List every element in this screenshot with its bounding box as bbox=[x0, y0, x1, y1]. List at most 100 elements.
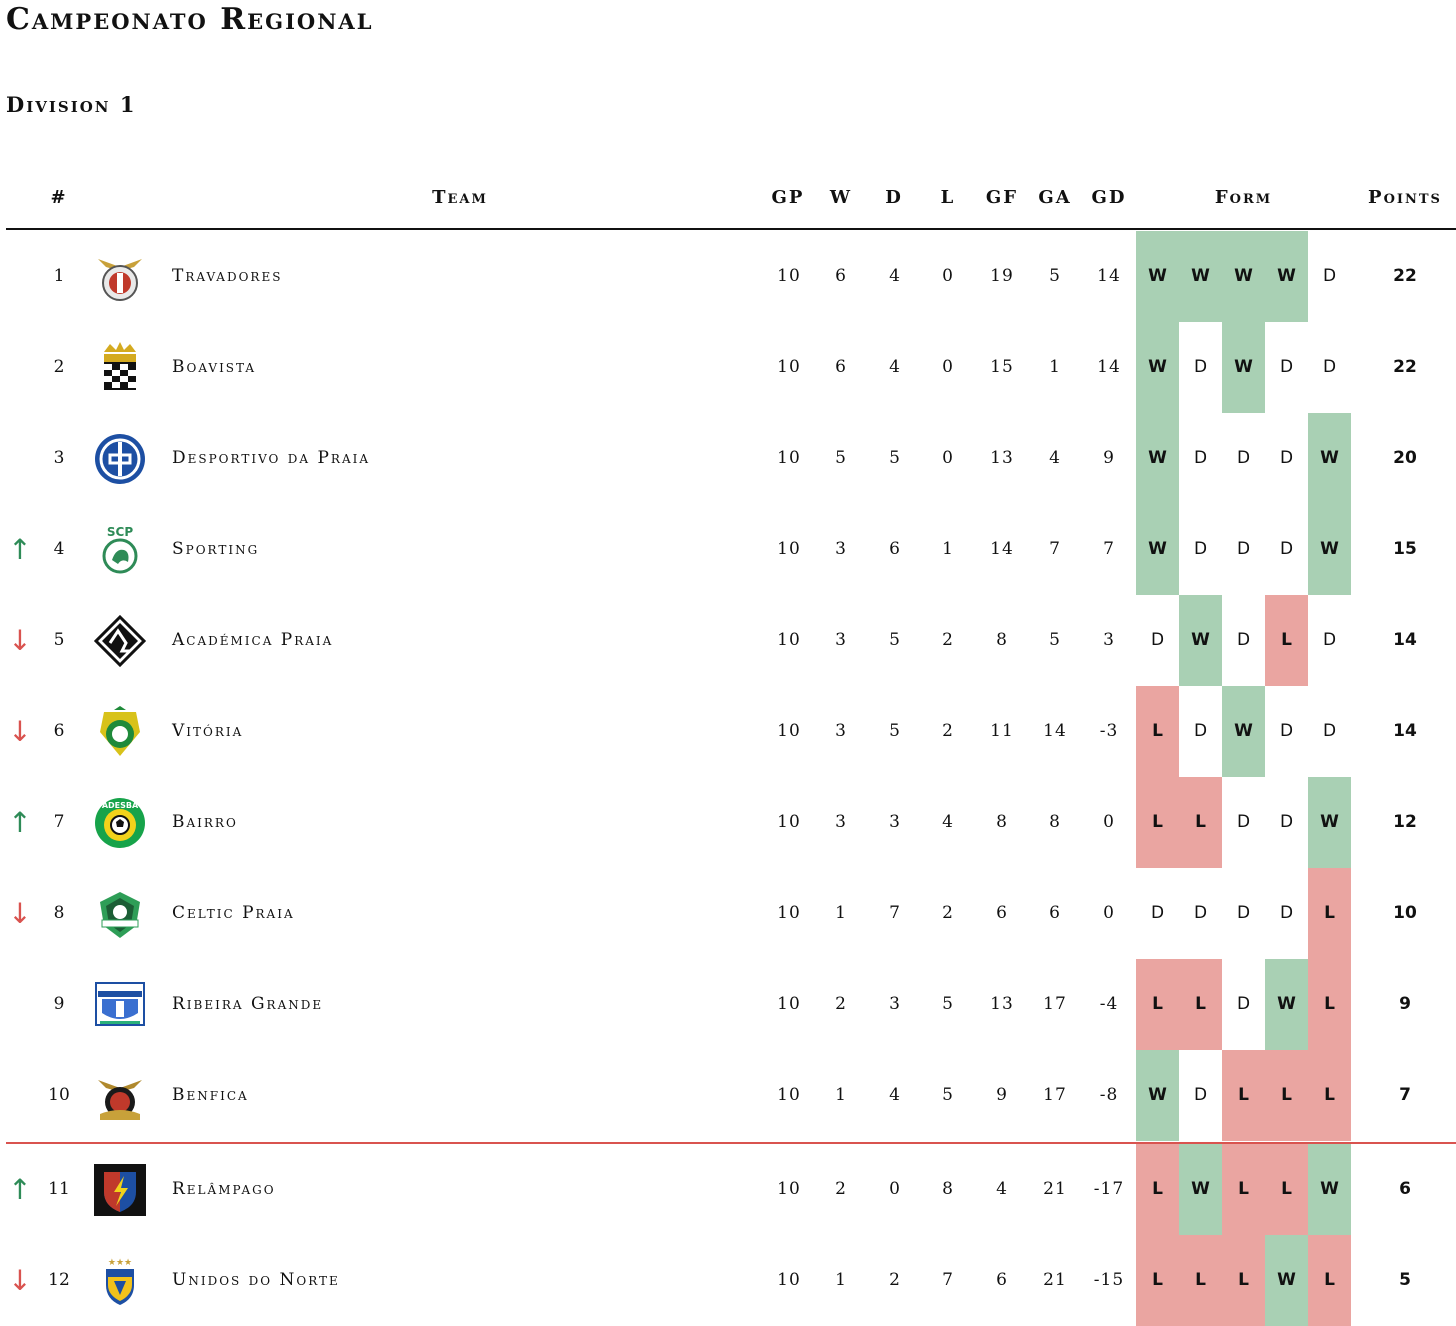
d-cell: 3 bbox=[889, 812, 901, 832]
team-name: Boavista bbox=[172, 357, 257, 377]
form-result-win: W bbox=[1308, 504, 1351, 595]
checkered-crown-crest-icon bbox=[94, 342, 146, 394]
gp-cell: 10 bbox=[777, 721, 801, 741]
rank-cell: 8 bbox=[53, 903, 65, 923]
w-cell: 3 bbox=[835, 630, 847, 650]
stars-shield-crest-icon bbox=[94, 1255, 146, 1307]
table-row: ↓ 8 Celtic Praia 10 1 7 2 6 6 0 D D D D L 10 bbox=[0, 868, 1456, 959]
points-cell: 14 bbox=[1393, 721, 1417, 741]
form-result-win: W bbox=[1222, 686, 1265, 777]
gp-cell: 10 bbox=[777, 357, 801, 377]
table-row: 3 Desportivo da Praia 10 5 5 0 13 4 9 W D D D W 20 bbox=[0, 413, 1456, 504]
w-cell: 5 bbox=[835, 448, 847, 468]
d-cell: 5 bbox=[889, 448, 901, 468]
gd-cell: -8 bbox=[1099, 1085, 1119, 1105]
l-cell: 5 bbox=[942, 1085, 954, 1105]
points-cell: 20 bbox=[1393, 448, 1417, 468]
trend-down-icon: ↓ bbox=[8, 897, 32, 930]
gp-cell: 10 bbox=[777, 448, 801, 468]
gp-cell: 10 bbox=[777, 994, 801, 1014]
form-result-loss: L bbox=[1265, 595, 1308, 686]
form-result-loss: L bbox=[1179, 959, 1222, 1050]
form-result-win: W bbox=[1265, 959, 1308, 1050]
eagle-red-crest-icon bbox=[94, 1070, 146, 1122]
blue-circle-crest-icon bbox=[94, 433, 146, 485]
col-header-l: L bbox=[940, 187, 956, 208]
form-result-win: W bbox=[1136, 504, 1179, 595]
points-cell: 9 bbox=[1399, 994, 1411, 1014]
w-cell: 1 bbox=[835, 1270, 847, 1290]
table-row: ↓ 12 Unidos do Norte 10 1 2 7 6 21 -15 L L L W L 5 bbox=[0, 1235, 1456, 1326]
d-cell: 3 bbox=[889, 994, 901, 1014]
gp-cell: 10 bbox=[777, 539, 801, 559]
gd-cell: -15 bbox=[1093, 1270, 1125, 1290]
lightning-shield-crest-icon bbox=[94, 1164, 146, 1216]
form-result-draw: D bbox=[1193, 1085, 1208, 1105]
gp-cell: 10 bbox=[777, 812, 801, 832]
l-cell: 2 bbox=[942, 721, 954, 741]
page-title: Campeonato Regional bbox=[6, 2, 374, 37]
ga-cell: 17 bbox=[1043, 1085, 1067, 1105]
form-result-draw: D bbox=[1236, 539, 1251, 559]
form-result-draw: D bbox=[1279, 539, 1294, 559]
l-cell: 5 bbox=[942, 994, 954, 1014]
gd-cell: 3 bbox=[1103, 630, 1115, 650]
form-result-win: W bbox=[1136, 322, 1179, 413]
form-result-draw: D bbox=[1279, 357, 1294, 377]
form-result-loss: L bbox=[1308, 1050, 1351, 1141]
l-cell: 2 bbox=[942, 630, 954, 650]
gd-cell: 14 bbox=[1097, 266, 1121, 286]
gf-cell: 8 bbox=[996, 630, 1008, 650]
form-result-win: W bbox=[1265, 231, 1308, 322]
table-row: 1 Travadores 10 6 4 0 19 5 14 W W W W D 22 bbox=[0, 231, 1456, 322]
gd-cell: 0 bbox=[1103, 812, 1115, 832]
table-row: 9 Ribeira Grande 10 2 3 5 13 17 -4 L L D W L 9 bbox=[0, 959, 1456, 1050]
w-cell: 3 bbox=[835, 539, 847, 559]
trend-up-icon: ↑ bbox=[8, 1173, 32, 1206]
l-cell: 0 bbox=[942, 266, 954, 286]
form-result-draw: D bbox=[1279, 812, 1294, 832]
points-cell: 6 bbox=[1399, 1179, 1411, 1199]
points-cell: 12 bbox=[1393, 812, 1417, 832]
team-name: Benfica bbox=[172, 1085, 249, 1105]
ga-cell: 4 bbox=[1049, 448, 1061, 468]
form-result-draw: D bbox=[1193, 903, 1208, 923]
gd-cell: -3 bbox=[1099, 721, 1119, 741]
d-cell: 7 bbox=[889, 903, 901, 923]
trend-down-icon: ↓ bbox=[8, 624, 32, 657]
gp-cell: 10 bbox=[777, 1085, 801, 1105]
gf-cell: 11 bbox=[990, 721, 1014, 741]
form-result-loss: L bbox=[1308, 1235, 1351, 1326]
green-lion-crest-icon bbox=[94, 524, 146, 576]
col-header-rank: # bbox=[50, 187, 68, 208]
rank-cell: 7 bbox=[53, 812, 65, 832]
form-result-win: W bbox=[1308, 413, 1351, 504]
l-cell: 0 bbox=[942, 448, 954, 468]
team-name: Desportivo da Praia bbox=[172, 448, 371, 468]
gf-cell: 6 bbox=[996, 1270, 1008, 1290]
gf-cell: 4 bbox=[996, 1179, 1008, 1199]
form-result-draw: D bbox=[1193, 721, 1208, 741]
d-cell: 4 bbox=[889, 357, 901, 377]
gf-cell: 14 bbox=[990, 539, 1014, 559]
form-result-loss: L bbox=[1136, 686, 1179, 777]
rank-cell: 10 bbox=[48, 1085, 70, 1105]
points-cell: 22 bbox=[1393, 266, 1417, 286]
form-result-draw: D bbox=[1193, 448, 1208, 468]
team-name: Ribeira Grande bbox=[172, 994, 324, 1014]
l-cell: 1 bbox=[942, 539, 954, 559]
team-name: Académica Praia bbox=[172, 630, 334, 650]
col-header-w: W bbox=[829, 187, 853, 208]
gf-cell: 8 bbox=[996, 812, 1008, 832]
form-result-draw: D bbox=[1322, 357, 1337, 377]
form-result-loss: L bbox=[1222, 1050, 1265, 1141]
form-result-loss: L bbox=[1308, 959, 1351, 1050]
ga-cell: 7 bbox=[1049, 539, 1061, 559]
gp-cell: 10 bbox=[777, 630, 801, 650]
ga-cell: 21 bbox=[1043, 1270, 1067, 1290]
points-cell: 15 bbox=[1393, 539, 1417, 559]
yellow-green-crest-icon bbox=[94, 706, 146, 758]
w-cell: 6 bbox=[835, 357, 847, 377]
rank-cell: 12 bbox=[48, 1270, 70, 1290]
form-result-draw: D bbox=[1236, 994, 1251, 1014]
